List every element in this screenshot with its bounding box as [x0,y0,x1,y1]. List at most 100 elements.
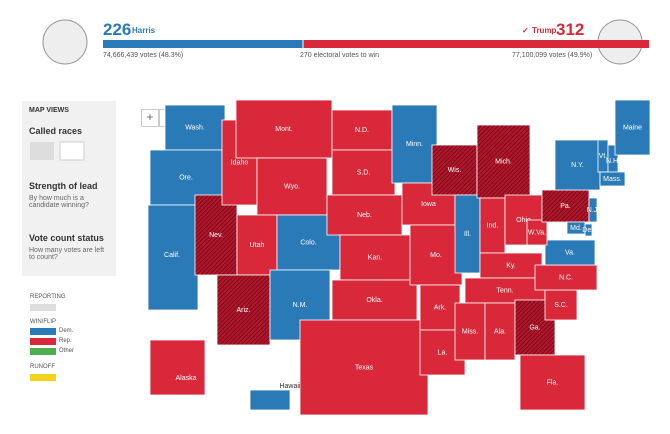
state-label: Ill. [464,231,471,238]
state-region [454,194,481,274]
view-icons [30,141,85,161]
state-label: Vt. [599,153,608,160]
view-desc: How many votes are left to count? [29,247,105,261]
view-desc: By how much is a candidate winning? [29,195,89,209]
state-label: N.H. [606,158,620,165]
state-region [464,277,546,304]
state-label: Ariz. [237,307,251,314]
state-label: Ky. [506,262,516,269]
view-option[interactable]: Strength of lead [29,181,98,191]
state-label: Iowa [421,201,436,208]
panel-title: MAP VIEWS [29,107,69,114]
state-region [391,104,438,184]
state-label: Calif. [164,252,180,259]
state-region [299,319,429,416]
legend-heading: RUNOFF [30,364,55,370]
state-label: Kan. [368,254,382,261]
check: ✓ [522,26,529,35]
state-region [194,194,238,276]
state-region [249,389,291,411]
state-label: Ala. [494,328,506,335]
state-label: Idaho [231,159,249,166]
state-region [599,171,626,187]
state-label: S.D. [357,169,371,176]
state-label: Del. [582,227,595,234]
legend-heading: REPORTING [30,294,66,300]
icon[interactable] [59,141,85,161]
legend-item: Rep. [59,338,72,344]
view-option[interactable]: Called races [29,126,83,136]
harris-bar [103,40,303,48]
state-region [526,219,548,246]
state-label: Nev. [209,232,223,239]
state-label: S.C. [554,302,568,309]
state-region [554,139,601,191]
state-label: Tenn. [496,287,513,294]
legend-heading: WIN/FLIP [30,319,57,325]
state-region [476,124,531,199]
state-label: N.J. [587,207,600,214]
state-label: Minn. [406,141,423,148]
trump-bar [303,40,649,48]
state-region [419,284,461,331]
state-label: Maine [623,124,642,131]
state-region [235,99,333,159]
state-label: Okla. [366,297,382,304]
state-label: Neb. [357,212,372,219]
trump-ev: 312 [556,20,585,39]
state-region [519,354,586,411]
state-label: Ind. [487,222,499,229]
harris-ev: 226 [103,20,132,39]
state-label: Pa. [560,203,571,210]
legend-item: Dem. [59,328,74,334]
harris-name: Harris [132,26,156,35]
state-region [339,234,411,281]
view-option[interactable]: Vote count status [29,233,104,243]
state-label: Wash. [185,124,205,131]
state-region [484,302,516,361]
legend-swatch [30,304,56,311]
state-region [534,264,598,291]
trump-votes: 77,100,099 votes (49.9%) [512,52,593,59]
icon[interactable] [30,142,54,160]
legend-swatch [30,348,56,355]
harris-portrait [42,19,88,65]
legend-item: Other [59,348,75,354]
state-region [256,157,328,216]
harris-votes: 74,666,439 votes (48.3%) [103,52,184,59]
state-region [544,289,578,321]
state-label: Texas [355,364,374,371]
state-label: Md. [570,225,582,232]
state-label: Utah [250,242,265,249]
state-label: Ore. [179,174,193,181]
state-label: Va. [565,249,575,256]
state-label: Mont. [275,126,293,133]
state-region [544,239,596,266]
state-label: Fla. [547,379,559,386]
state-label: N.M. [293,302,308,309]
legend-swatch [30,374,56,381]
state-label: Miss. [462,328,478,335]
state-label: Wyo. [284,183,300,190]
state-label: Ohio [516,217,531,224]
state-label: N.C. [559,274,573,281]
state-label: Ark. [434,304,447,311]
header: 226 Harris ✓ Trump 312 74,666,439 votes … [0,0,670,80]
state-region [149,339,206,396]
state-label: Mass. [603,176,622,183]
zoom-in[interactable]: + [141,109,159,127]
state-label: N.Y. [571,162,584,169]
state-label: Alaska [175,375,196,382]
legend-swatch [30,328,56,335]
trump-name: Trump [532,26,557,35]
state-label: Mo. [430,252,442,259]
state-region [614,99,651,156]
state-region [584,223,593,237]
state-region [331,109,393,151]
state-label: W.Va. [528,229,546,236]
map-views-panel: MAP VIEWS Called races Strength of lead … [22,101,116,276]
state-region [216,274,271,346]
state-label: La. [438,349,448,356]
